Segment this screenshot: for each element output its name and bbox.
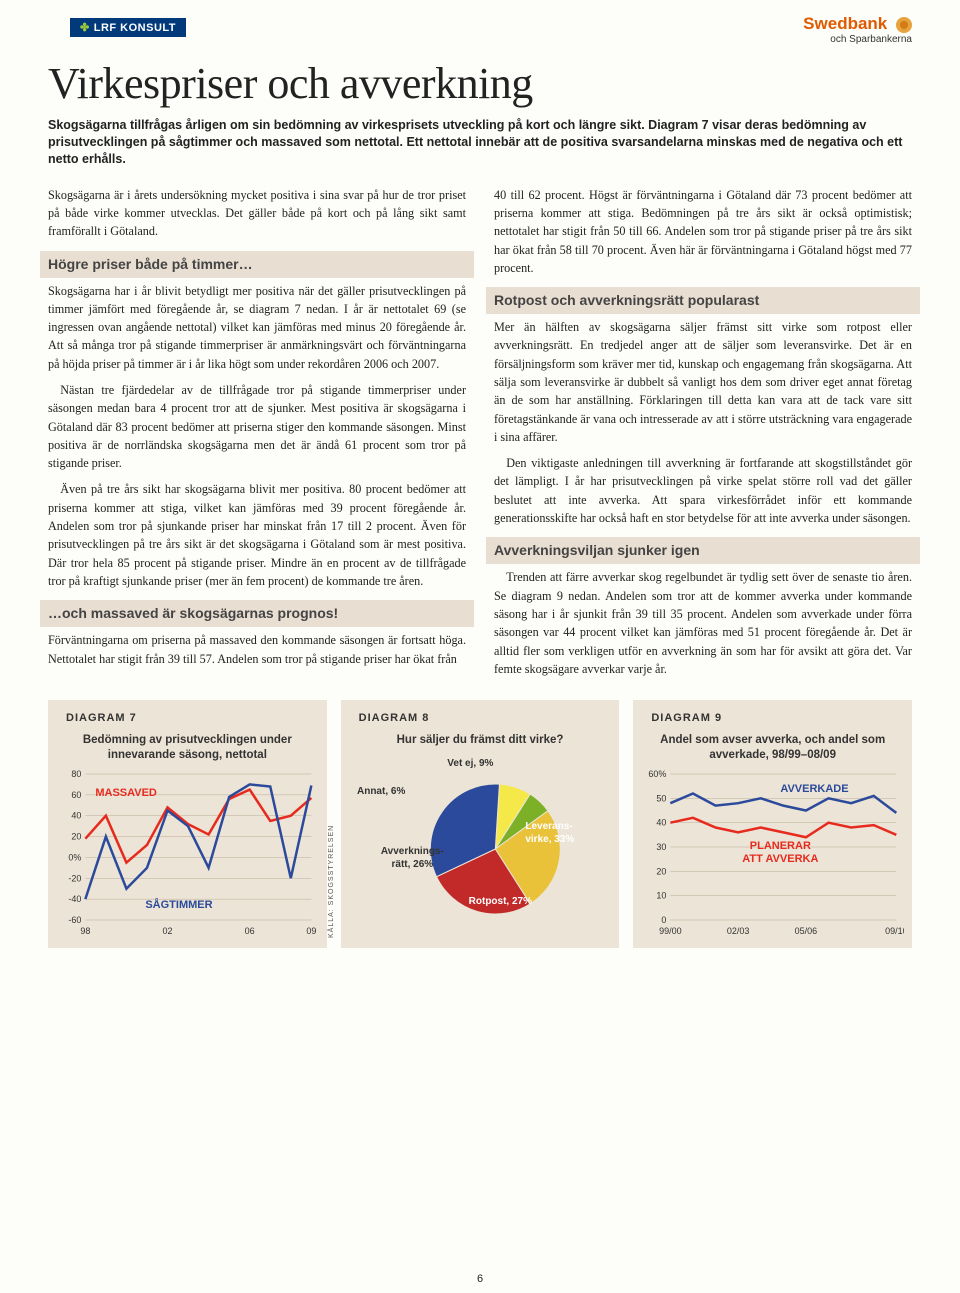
svg-text:Leverans-: Leverans- [525,821,572,832]
svg-text:98: 98 [80,926,90,936]
svg-text:40: 40 [71,811,81,821]
right-p3: Den viktigaste anledningen till avverkni… [494,454,912,527]
diagram-9-label: DIAGRAM 9 [641,709,732,727]
subhead-rotpost: Rotpost och avverkningsrätt popularast [486,287,920,314]
svg-text:ATT AVVERKA: ATT AVVERKA [743,853,819,865]
svg-text:20: 20 [657,866,667,876]
svg-text:09/10: 09/10 [885,926,904,936]
left-column: Skogsägarna är i årets undersökning myck… [48,186,466,687]
svg-text:10: 10 [657,891,667,901]
subhead-timmer: Högre priser både på timmer… [40,251,474,278]
svg-text:02: 02 [163,926,173,936]
swedbank-label: Swedbank [803,14,887,33]
svg-text:MASSAVED: MASSAVED [95,787,157,799]
svg-text:Annat, 6%: Annat, 6% [357,786,405,797]
svg-text:PLANERAR: PLANERAR [750,840,811,852]
diagram-9-chart: 60% 50 40 30 20 10 099/00 02/03 05/06 09/10 AVVERK… [641,768,904,938]
svg-text:AVVERKADE: AVVERKADE [781,783,849,795]
svg-text:40: 40 [657,818,667,828]
swedbank-subtext: och Sparbankerna [803,34,912,45]
lrf-text: LRF KONSULT [94,22,176,34]
svg-text:80: 80 [71,769,81,779]
svg-text:06: 06 [245,926,255,936]
svg-text:60: 60 [71,790,81,800]
diagram-9-title: Andel som avser avverka, och andel som a… [641,733,904,762]
left-p2: Skogsägarna har i år blivit betydligt me… [48,282,466,373]
diagram-7-label: DIAGRAM 7 [56,709,147,727]
svg-text:-40: -40 [68,894,81,904]
page-title: Virkespriser och avverkning [48,58,912,109]
right-p1: 40 till 62 procent. Högst är förväntning… [494,186,912,277]
svg-text:-20: -20 [68,873,81,883]
svg-text:05/06: 05/06 [795,926,818,936]
diagram-7-chart: 80 60 40 20 0% -20 -40 -6098 02 06 09 MASSAVED SÅGTI… [56,768,319,938]
diagram-8-source: KÄLLA: SKOGSSTYRELSEN [328,825,335,938]
svg-text:-60: -60 [68,915,81,925]
svg-text:rätt, 26%: rätt, 26% [391,859,433,870]
lrf-badge: ✤LRF KONSULT [70,18,186,37]
right-p4: Trenden att färre avverkar skog regelbun… [494,568,912,678]
diagram-8: KÄLLA: SKOGSSTYRELSEN DIAGRAM 8 Hur sälj… [341,700,620,948]
diagram-7-title: Bedömning av prisutvecklingen under inne… [56,733,319,762]
diagram-8-title: Hur säljer du främst ditt virke? [349,733,612,747]
page-number: 6 [477,1273,483,1285]
svg-text:20: 20 [71,831,81,841]
diagram-9: DIAGRAM 9 Andel som avser avverka, och a… [633,700,912,948]
swedbank-brand: Swedbank och Sparbankerna [803,14,912,45]
svg-text:0: 0 [662,915,667,925]
left-p3: Nästan tre fjärdedelar av de tillfrågade… [48,381,466,472]
diagram-8-label: DIAGRAM 8 [349,709,440,727]
swedbank-icon [896,17,912,33]
svg-text:60%: 60% [649,769,667,779]
svg-text:02/03: 02/03 [727,926,750,936]
svg-text:Rotpost, 27%: Rotpost, 27% [468,896,531,907]
svg-text:50: 50 [657,793,667,803]
svg-text:virke, 33%: virke, 33% [525,834,574,845]
subhead-massaved: …och massaved är skogsägarnas prognos! [40,600,474,627]
svg-text:SÅGTIMMER: SÅGTIMMER [145,898,212,911]
right-column: 40 till 62 procent. Högst är förväntning… [494,186,912,687]
svg-text:09: 09 [306,926,316,936]
subhead-avverkning: Avverkningsviljan sjunker igen [486,537,920,564]
diagram-7: DIAGRAM 7 Bedömning av prisutvecklingen … [48,700,327,948]
svg-text:0%: 0% [68,852,81,862]
lead-paragraph: Skogsägarna tillfrågas årligen om sin be… [48,117,912,168]
left-p5: Förväntningarna om priserna på massaved … [48,631,466,668]
svg-text:Avverknings-: Avverknings- [381,846,444,857]
right-p2: Mer än hälften av skogsägarna säljer frä… [494,318,912,446]
svg-text:99/00: 99/00 [659,926,682,936]
diagram-8-chart: Vet ej, 9% Annat, 6% Leverans-virke, 33% Av… [349,754,612,924]
left-p4: Även på tre års sikt har skogsägarna bli… [48,480,466,590]
svg-text:30: 30 [657,842,667,852]
left-p1: Skogsägarna är i årets undersökning myck… [48,186,466,241]
svg-text:Vet ej, 9%: Vet ej, 9% [447,758,493,769]
